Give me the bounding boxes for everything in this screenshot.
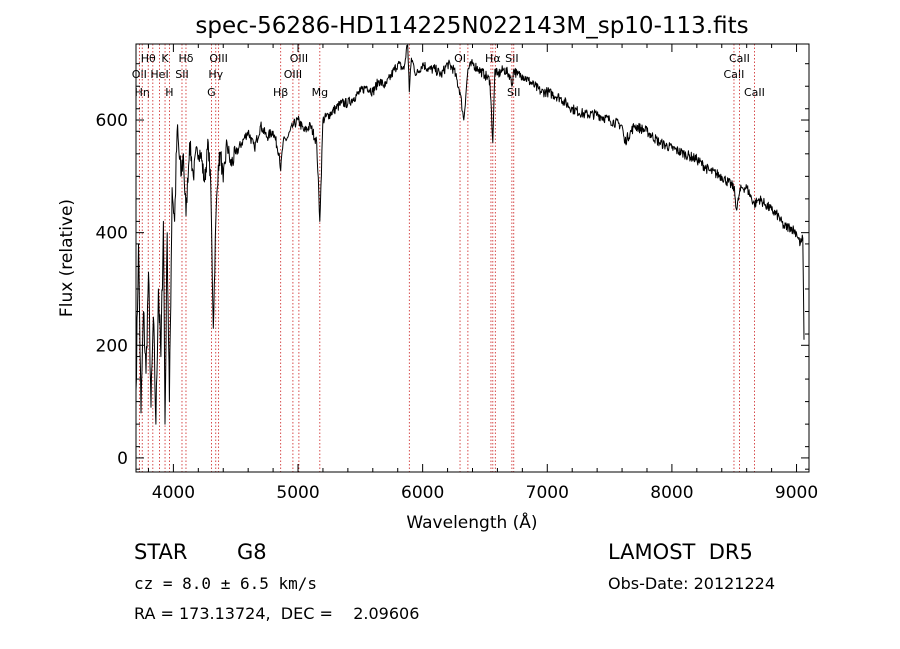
object-type: STAR — [134, 540, 188, 564]
spectral-line-label: Hθ — [141, 52, 156, 65]
spectral-line-label: OIII — [290, 52, 308, 65]
y-tick-label: 200 — [96, 336, 128, 356]
spectral-line-label: OI — [454, 52, 466, 65]
spectral-line-label: H — [165, 86, 173, 99]
spectral-line-label: Hη — [135, 86, 150, 99]
x-tick-label: 6000 — [401, 483, 444, 503]
spectral-line-label: HeI — [150, 68, 168, 81]
x-tick-label: 9000 — [775, 483, 818, 503]
spectral-subclass: G8 — [237, 540, 267, 564]
chart-title: spec-56286-HD114225N022143M_sp10-113.fit… — [195, 13, 748, 39]
coordinates: RA = 173.13724, DEC = 2.09606 — [134, 604, 420, 623]
spectral-line-label: K — [161, 52, 169, 65]
survey-name: LAMOST DR5 — [608, 540, 753, 564]
observation-date: Obs-Date: 20121224 — [608, 574, 776, 593]
y-tick-label: 600 — [96, 111, 128, 131]
spectral-line-label: SII — [507, 86, 520, 99]
y-axis-label: Flux (relative) — [57, 199, 77, 317]
spectral-line-label: CaII — [729, 52, 750, 65]
y-tick-label: 400 — [96, 224, 128, 244]
redshift-velocity: cz = 8.0 ± 6.5 km/s — [134, 574, 318, 593]
x-tick-label: 4000 — [152, 483, 195, 503]
x-tick-label: 7000 — [526, 483, 569, 503]
spectral-line-label: OIII — [284, 68, 302, 81]
spectral-line-label: OII — [132, 68, 147, 81]
x-tick-label: 5000 — [276, 483, 319, 503]
x-axis-label: Wavelength (Å) — [406, 511, 537, 533]
y-tick-label: 0 — [117, 449, 128, 469]
spectrum-line — [135, 44, 805, 425]
spectral-line-label: CaII — [724, 68, 745, 81]
spectral-line-label: OIII — [209, 52, 227, 65]
x-tick-label: 8000 — [650, 483, 693, 503]
spectral-line-label: SII — [505, 52, 518, 65]
spectral-line-label: CaII — [744, 86, 765, 99]
spectral-line-label: Hα — [485, 52, 501, 65]
spectral-line-label: Hδ — [178, 52, 193, 65]
axis-ticks: 4000 5000 6000 7000 8000 9000 0 200 400 600 — [96, 44, 818, 503]
spectral-line-label: Hγ — [208, 68, 223, 81]
plot-frame — [135, 43, 810, 473]
spectral-line-label: Mg — [312, 86, 328, 99]
spectral-line-label: SII — [175, 68, 188, 81]
spectral-line-label: Hβ — [273, 86, 288, 99]
spectral-line-label: G — [207, 86, 216, 99]
